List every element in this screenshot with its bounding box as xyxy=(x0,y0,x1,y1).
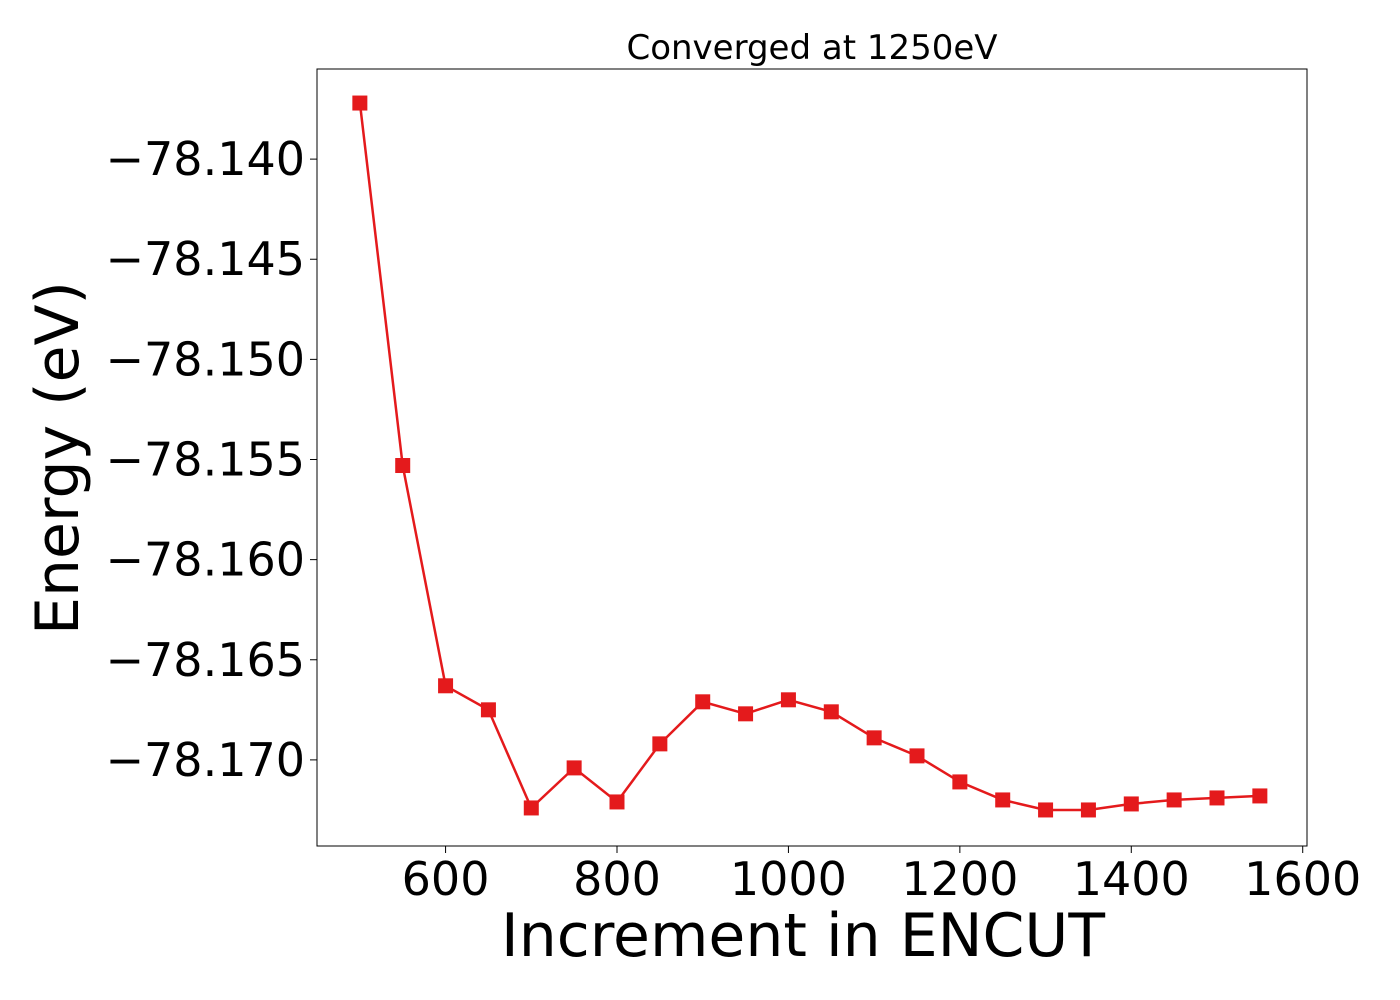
x-tick-label: 1400 xyxy=(1073,852,1190,906)
x-tick-label: 1600 xyxy=(1244,852,1361,906)
data-point-marker xyxy=(780,692,796,708)
data-point-marker xyxy=(952,774,968,790)
series-line xyxy=(358,102,1260,812)
x-tick-label: 1200 xyxy=(901,852,1018,906)
x-tick-label: 600 xyxy=(402,852,490,906)
y-tick-label: −78.170 xyxy=(106,733,306,787)
data-point-marker xyxy=(1166,792,1182,808)
data-point-marker xyxy=(738,706,754,722)
data-point-marker xyxy=(523,800,539,816)
data-point-marker xyxy=(566,760,582,776)
x-tick-label: 800 xyxy=(573,852,661,906)
x-tick-label: 1000 xyxy=(730,852,847,906)
y-tick-label: −78.150 xyxy=(106,332,306,386)
plot-frame xyxy=(316,68,1308,847)
x-axis-label: Increment in ENCUT xyxy=(501,901,1105,971)
data-point-marker xyxy=(695,694,711,710)
data-point-marker xyxy=(395,458,411,474)
data-point-marker xyxy=(480,702,496,718)
y-tick-label: −78.145 xyxy=(106,232,306,286)
data-point-marker xyxy=(1038,802,1054,818)
data-point-marker xyxy=(1080,802,1096,818)
y-axis-label: Energy (eV) xyxy=(23,281,93,635)
y-tick-label: −78.165 xyxy=(106,633,306,687)
data-point-marker xyxy=(823,704,839,720)
data-point-marker xyxy=(652,736,668,752)
y-tick-label: −78.160 xyxy=(106,533,306,587)
y-tick-label: −78.140 xyxy=(106,132,306,186)
data-point-marker xyxy=(995,792,1011,808)
data-point-marker xyxy=(438,678,454,694)
data-point-marker xyxy=(609,794,625,810)
plot-area: 600 800 1000 1200 1400 1600 −78.140 −78.145 −78.… xyxy=(106,68,1361,906)
data-point-marker xyxy=(1209,790,1225,806)
data-point-marker xyxy=(1252,788,1268,804)
data-point-marker xyxy=(1123,796,1139,812)
data-point-marker xyxy=(352,95,368,111)
chart-title: Converged at 1250eV xyxy=(626,28,997,68)
y-tick-label: −78.155 xyxy=(106,433,306,487)
data-point-marker xyxy=(909,748,925,764)
data-point-marker xyxy=(866,730,882,746)
